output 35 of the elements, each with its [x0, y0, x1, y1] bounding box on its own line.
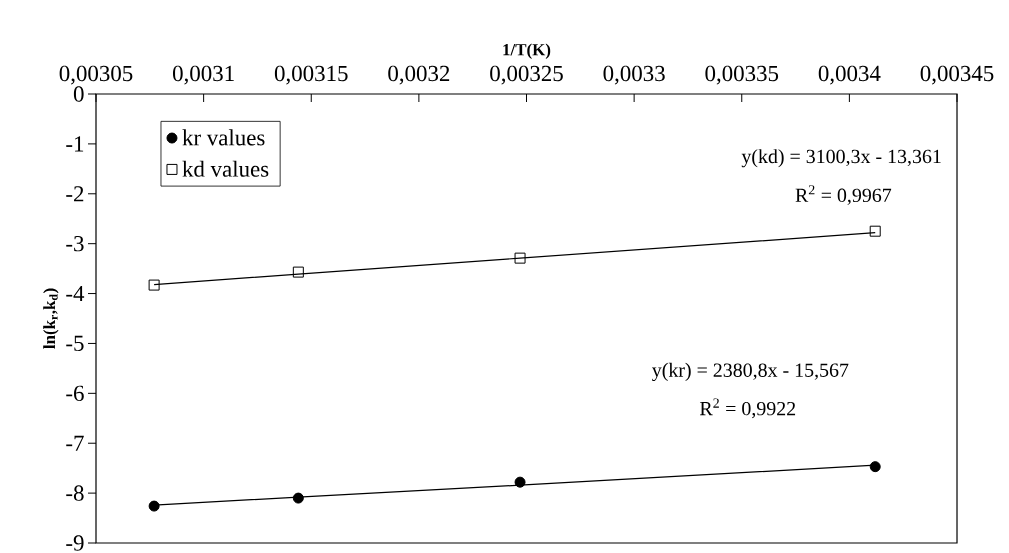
y-tick-label: -2	[66, 186, 84, 202]
y-tick-label: 0	[73, 86, 84, 102]
x-tick-label: 0,00335	[705, 65, 779, 85]
point	[292, 492, 304, 504]
y-tick-label: -3	[66, 235, 84, 252]
point	[514, 252, 526, 264]
legend-label: kd values	[182, 160, 269, 177]
y-tick-label: -6	[66, 385, 84, 402]
y-tick-label: -1	[66, 136, 84, 152]
point	[869, 461, 881, 473]
x-tick-label: 0,00345	[920, 65, 994, 85]
point	[148, 500, 160, 512]
annotation: y(kd) = 3100,3x - 13,361	[741, 149, 941, 168]
x-tick-label: 0,0033	[603, 65, 665, 85]
y-tick-label: -8	[66, 485, 84, 501]
x-tick-label: 0,0032	[388, 65, 450, 85]
y-tick-label: -7	[66, 435, 84, 451]
annotation: y(kr) = 2380,8x - 15,567	[652, 362, 849, 381]
point	[869, 225, 881, 237]
y-axis-title: ln(k$_{r}$,k$_{d}$)	[43, 288, 59, 349]
y-tick-label: -4	[66, 286, 85, 302]
x-tick-label: 0,0031	[172, 65, 234, 85]
x-tick-label: 0,00325	[490, 65, 563, 85]
annotation: R$^{2}$ = 0,9967	[795, 185, 892, 205]
legend-label: kr values	[182, 129, 265, 146]
y-tick-label: -5	[66, 335, 84, 352]
x-tick-label: 0,00305	[59, 65, 133, 85]
point	[292, 266, 304, 278]
x-tick-label: 0,0034	[818, 65, 881, 85]
y-tick-label: -9	[66, 535, 84, 551]
point	[514, 476, 526, 488]
x-tick-label: 0,00315	[274, 65, 348, 85]
x-axis-title: 1/T(K)	[503, 43, 551, 59]
annotation: R$^{2}$ = 0,9922	[699, 398, 796, 419]
point	[148, 279, 160, 291]
